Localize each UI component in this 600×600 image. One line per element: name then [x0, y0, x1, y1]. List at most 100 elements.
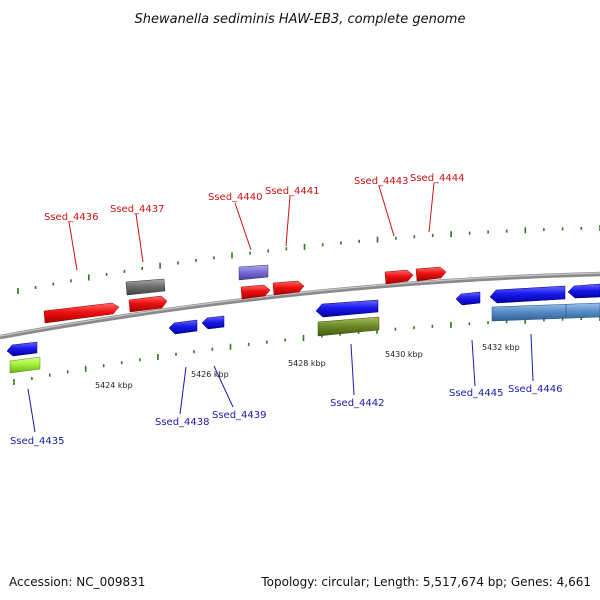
upper-track-tick	[17, 288, 19, 294]
leader-ssed-4446	[530, 333, 534, 382]
upper-track-tick	[70, 279, 72, 283]
lower-track-tick	[413, 326, 415, 330]
lower-track-tick	[139, 358, 141, 362]
gene-ssed-4446-steel[interactable]	[491, 302, 600, 322]
leader-ssed-4443	[378, 185, 395, 237]
lower-track-tick	[431, 324, 434, 328]
lower-track-tick	[13, 379, 15, 385]
label-ssed-4442[interactable]: Ssed_4442	[330, 398, 385, 409]
reverse-strand-genes	[6, 283, 600, 374]
lower-track-tick	[524, 317, 526, 324]
genome-backbone-highlight	[0, 272, 600, 337]
lower-track-tick	[49, 373, 51, 377]
forward-strand-genes	[43, 264, 447, 324]
gene-ssed-4438[interactable]	[168, 319, 198, 335]
lower-track-tick	[321, 334, 323, 338]
leader-ssed-4441	[285, 195, 291, 247]
upper-track-tick	[267, 249, 269, 253]
upper-track-tick	[177, 261, 179, 265]
gene-ssed-4436[interactable]	[43, 302, 120, 324]
gene-ssed-4441[interactable]	[272, 280, 305, 296]
lower-track-tick	[31, 377, 33, 380]
tick-label-5426: 5426 kbp	[191, 370, 229, 379]
upper-track-tick	[358, 239, 360, 243]
gene-ssed-4435[interactable]	[6, 341, 38, 357]
upper-track-tick	[524, 227, 527, 234]
upper-track-tick	[340, 241, 342, 245]
lower-track-tick	[505, 320, 508, 324]
leader-ssed-4445	[471, 339, 476, 387]
gene-ssed-4437[interactable]	[128, 295, 168, 313]
gene-ssed-4442[interactable]	[315, 299, 379, 318]
leader-ssed-4438	[179, 366, 187, 415]
label-ssed-4441[interactable]: Ssed_4441	[265, 186, 320, 197]
label-ssed-4440[interactable]: Ssed_4440	[208, 192, 263, 203]
gene-ssed-4445[interactable]	[455, 291, 481, 306]
lower-track-tick	[376, 327, 378, 334]
lower-tick-track	[13, 315, 600, 385]
gene-ssed-4444[interactable]	[415, 266, 447, 282]
upper-track-tick	[159, 262, 161, 269]
upper-track-tick	[141, 267, 143, 270]
upper-track-tick	[231, 252, 233, 259]
gene-ssed-4446[interactable]	[489, 285, 566, 304]
leader-ssed-4436	[68, 221, 78, 271]
label-ssed-4443[interactable]: Ssed_4443	[354, 176, 409, 187]
upper-track-tick	[395, 236, 397, 240]
upper-track-tick	[123, 269, 126, 273]
lower-track-tick	[339, 332, 341, 336]
upper-track-tick	[580, 226, 583, 230]
upper-tick-track	[17, 225, 600, 294]
upper-track-tick	[105, 272, 108, 276]
upper-track-tick	[303, 243, 306, 250]
gene-ssed-4437-grey[interactable]	[125, 278, 166, 296]
genome-summary-text: Topology: circular; Length: 5,517,674 bp…	[260, 575, 591, 589]
lower-track-tick	[211, 347, 214, 351]
upper-track-tick	[52, 282, 55, 286]
accession-text: Accession: NC_009831	[9, 575, 145, 589]
lower-track-tick	[394, 327, 397, 331]
forward-gene-labels: Ssed_4436 Ssed_4437 Ssed_4440 Ssed_4441 …	[44, 173, 465, 223]
upper-track-tick	[543, 228, 545, 232]
tick-label-5432: 5432 kbp	[482, 343, 520, 352]
lower-track-tick	[247, 342, 250, 346]
leader-ssed-4444	[428, 182, 435, 233]
label-ssed-4444[interactable]: Ssed_4444	[410, 173, 465, 184]
lower-track-tick	[543, 318, 545, 322]
gene-ssed-4446b[interactable]	[567, 283, 600, 299]
leader-ssed-4442	[350, 343, 355, 396]
gene-ssed-4440[interactable]	[238, 264, 269, 281]
lower-track-tick	[84, 365, 87, 372]
upper-track-tick	[195, 258, 197, 262]
gene-ssed-4443[interactable]	[384, 269, 414, 285]
tick-label-5428: 5428 kbp	[288, 359, 326, 368]
upper-track-tick	[249, 251, 251, 255]
gene-ssed-4439[interactable]	[201, 315, 225, 330]
leader-ssed-4440	[234, 202, 252, 251]
label-ssed-4439[interactable]: Ssed_4439	[212, 410, 267, 421]
upper-track-tick	[431, 233, 434, 237]
label-ssed-4437[interactable]: Ssed_4437	[110, 204, 165, 215]
leader-ssed-4437	[135, 213, 144, 263]
label-ssed-4436[interactable]: Ssed_4436	[44, 212, 99, 223]
label-ssed-4438[interactable]: Ssed_4438	[155, 417, 210, 428]
label-ssed-4435[interactable]: Ssed_4435	[10, 436, 65, 447]
gene-ssed-4435-lime[interactable]	[9, 356, 41, 374]
lower-track-tick	[561, 317, 564, 321]
gene-ssed-4440b[interactable]	[240, 284, 271, 300]
lower-track-tick	[357, 330, 360, 334]
tick-label-5424: 5424 kbp	[95, 381, 133, 390]
tick-label-5430: 5430 kbp	[385, 350, 423, 359]
upper-track-tick	[468, 231, 471, 235]
gene-ssed-4442-olive[interactable]	[317, 316, 380, 337]
upper-track-tick	[88, 274, 90, 281]
lower-track-tick	[487, 321, 489, 325]
label-ssed-4445[interactable]: Ssed_4445	[449, 388, 504, 399]
lower-track-tick	[468, 322, 471, 326]
leader-ssed-4435	[27, 388, 36, 433]
forward-label-leaders	[68, 182, 435, 271]
lower-track-tick	[120, 361, 123, 365]
label-ssed-4446[interactable]: Ssed_4446	[508, 384, 563, 395]
page-title: Shewanella sediminis HAW-EB3, complete g…	[135, 12, 466, 27]
